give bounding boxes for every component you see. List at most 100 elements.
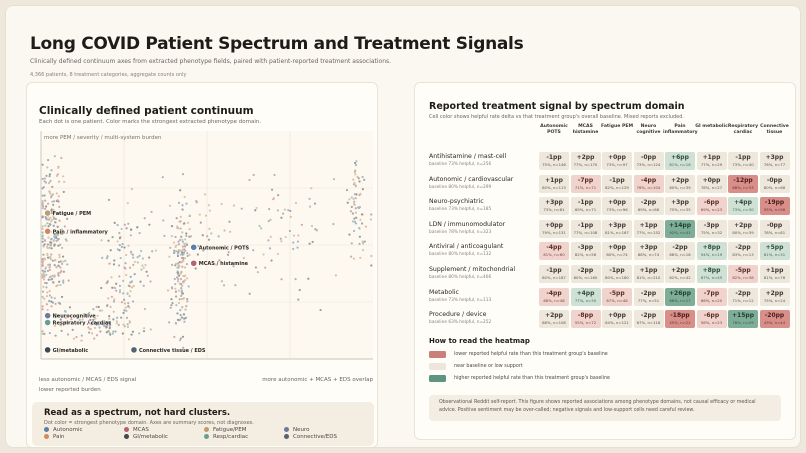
heatmap-cell: +1pp 80%, n=113: [539, 174, 569, 193]
patient-dot: [108, 326, 111, 329]
patient-dot: [177, 277, 180, 281]
cluster-label: Respiratory / cardiac: [53, 321, 112, 327]
patient-dot: [105, 326, 108, 329]
patient-dot: [50, 169, 53, 172]
cell-delta-value: -7pp: [703, 289, 720, 297]
patient-dot: [60, 295, 64, 299]
patient-dot: [52, 200, 56, 203]
cell-delta-value: +3pp: [765, 154, 784, 161]
patient-dot: [53, 243, 56, 246]
patient-dot: [227, 251, 230, 254]
treatment-baseline: baseline 73% helpful, n=113: [429, 297, 492, 303]
cell-support-value: 77%, n=170: [573, 162, 598, 167]
heatmap-cell: +2pp 82%, n=42: [665, 265, 695, 283]
patient-dot: [288, 229, 291, 233]
x-axis-right-caption: more autonomic + MCAS + EDS overlap: [262, 377, 373, 383]
patient-dot: [270, 259, 273, 262]
patient-dot: [178, 339, 182, 342]
patient-dot: [181, 265, 184, 268]
patient-dot: [51, 277, 54, 281]
page-frame: Long COVID Patient Spectrum and Treatmen…: [5, 5, 801, 448]
patient-dot: [229, 230, 232, 233]
heatmap-cell: -1pp 80%, n=187: [539, 265, 569, 283]
page-subtitle: Clinically defined continuum axes from e…: [30, 58, 392, 65]
patient-dot: [131, 300, 135, 303]
patient-dot: [111, 286, 114, 289]
patient-dot: [45, 286, 48, 289]
patient-dot: [55, 174, 59, 177]
patient-dot: [127, 284, 130, 287]
cell-support-value: 92%, n=41: [669, 229, 691, 235]
heatmap-cell: +3pp 88%, n=74: [633, 242, 664, 261]
treatment-signal-card: Reported treatment signal by spectrum do…: [414, 82, 796, 440]
patient-dot: [125, 253, 128, 257]
patient-dot: [57, 212, 60, 215]
patient-dot: [41, 275, 44, 278]
patient-dot: [127, 244, 130, 247]
patient-dot: [174, 290, 178, 293]
patient-dot: [140, 249, 143, 253]
patient-dot: [352, 257, 356, 260]
cell-support-value: 68%, n=48: [543, 297, 565, 303]
legend-item: Resp/cardiac: [204, 433, 284, 440]
patient-dot: [108, 315, 111, 318]
heatmap-column-header: Neuro cognitive: [636, 124, 661, 135]
heatmap-column-header: Autonomic POTS: [540, 124, 568, 135]
patient-dot: [59, 266, 62, 269]
heatmap-column-header: Connective tissue: [760, 124, 789, 135]
treatment-name: Metabolic: [429, 288, 459, 296]
patient-dot: [138, 231, 141, 235]
patient-dot: [177, 249, 181, 252]
patient-dot: [48, 246, 51, 249]
cell-delta-value: +4pp: [734, 199, 752, 207]
patient-dot: [143, 307, 146, 311]
patient-dot: [98, 326, 101, 329]
how-to-read-text: near baseline or low support: [454, 364, 523, 369]
patient-dot: [112, 263, 116, 266]
cell-delta-value: -2pp: [735, 244, 751, 252]
patient-dot: [354, 211, 357, 214]
patient-dot: [226, 253, 230, 256]
patient-dot: [296, 246, 299, 249]
cell-support-value: 81%, n=167: [605, 229, 629, 235]
patient-dot: [292, 234, 296, 237]
patient-dot: [42, 205, 45, 208]
heatmap-cell: +0pp 79%, n=131: [539, 219, 569, 238]
patient-dot: [259, 227, 263, 230]
heatmap-cell: -2pp 71%, n=12: [728, 287, 758, 306]
patient-dot: [46, 222, 49, 225]
patient-dot: [175, 304, 178, 307]
cell-delta-value: +3pp: [545, 199, 563, 207]
patient-dot: [106, 323, 109, 327]
patient-dot: [47, 278, 50, 281]
patient-dot: [123, 266, 126, 269]
heatmap-column-header: Fatigue PEM: [600, 124, 634, 129]
cell-support-value: 87%, n=45: [700, 275, 723, 280]
cluster-centroid-marker: [130, 346, 138, 354]
patient-dot: [48, 290, 51, 293]
page-title: Long COVID Patient Spectrum and Treatmen…: [30, 34, 524, 54]
patient-dot: [41, 261, 44, 264]
patient-dot: [90, 323, 93, 326]
heatmap-row-label: Procedure / device baseline 63% helpful, …: [429, 311, 539, 325]
patient-dot: [46, 166, 49, 169]
cell-support-value: 75%, n=35: [669, 207, 691, 213]
patient-dot: [125, 273, 128, 277]
heatmap-cell: +3pp 73%, n=81: [539, 197, 569, 216]
patient-dot: [80, 339, 83, 342]
patient-dot: [50, 194, 53, 197]
cell-support-value: 94%, n=19: [700, 252, 723, 258]
patient-dot: [177, 240, 180, 243]
patient-dot: [277, 194, 280, 197]
patient-dot: [142, 284, 145, 287]
heatmap-cell: -3pp 75%, n=32: [696, 219, 727, 238]
patient-dot: [108, 317, 111, 320]
patient-dot: [353, 217, 356, 220]
patient-dot: [357, 177, 360, 180]
patient-dot: [120, 227, 123, 231]
treatment-name: LDN / immunomodulator: [429, 220, 506, 228]
patient-dot: [358, 235, 361, 238]
cell-delta-value: -4pp: [640, 176, 657, 184]
patient-dot: [181, 208, 184, 211]
patient-dot: [54, 316, 57, 319]
